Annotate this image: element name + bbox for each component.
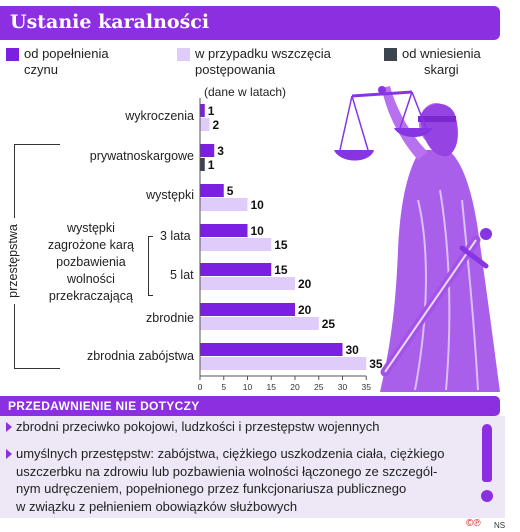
bar-2-series-3 [200, 158, 205, 171]
legend-item-complaint: od wniesienia skargi [384, 46, 481, 78]
panel-header: PRZEDAWNIENIE NIE DOTYCZY [0, 396, 500, 416]
category-label-wystepki-zagrozone: występki zagrożone karą pozbawienia woln… [48, 220, 134, 305]
panel-item-1: zbrodni przeciwko pokojowi, ludzkości i … [16, 418, 379, 436]
bar-value-label: 15 [274, 238, 288, 252]
x-tick-label: 5 [221, 382, 226, 392]
page-title: Ustanie karalności [10, 11, 210, 33]
bullet-arrow-icon [6, 422, 12, 432]
bar-value-label: 2 [213, 118, 220, 132]
bar-value-label: 25 [322, 317, 336, 331]
bar-4-series-1 [200, 224, 248, 237]
bar-6-series-1 [200, 303, 295, 316]
bar-5-series-2 [200, 277, 295, 290]
bar-1-series-2 [200, 118, 210, 131]
bar-value-label: 1 [208, 104, 215, 118]
bar-5-series-1 [200, 263, 272, 276]
legend-item-proceedings: w przypadku wszczęcia postępowania [177, 46, 331, 78]
sub-label-5-lat: 5 lat [170, 268, 194, 282]
panel-item-line: w związku z pełnieniem obowiązków służbo… [16, 498, 298, 514]
bar-value-label: 15 [274, 263, 288, 277]
category-label-zbrodnie: zbrodnie [146, 311, 194, 325]
x-tick-label: 20 [290, 382, 300, 392]
category-label-wystepki: występki [146, 188, 194, 202]
legend-label-line: postępowania [195, 62, 276, 77]
bar-value-label: 35 [369, 357, 383, 371]
exclamation-icon-bar [482, 424, 492, 482]
x-tick-label: 15 [267, 382, 277, 392]
panel-item-line: nym udręczeniem, popełnionego przez funk… [16, 481, 407, 496]
bracket-top-line [14, 144, 60, 145]
bar-value-label: 10 [251, 198, 265, 212]
legend-item-committed: od popełnienia czynu [6, 46, 109, 78]
legend-swatch-proceedings [177, 48, 190, 61]
category-label-zbrodnia-zabojstwa: zbrodnia zabójstwa [86, 349, 194, 363]
legend-swatch-committed [6, 48, 19, 61]
category-label-line: zagrożone karą [47, 238, 134, 252]
justice-statue-illustration [334, 86, 500, 392]
category-label-prywatnoskargowe: prywatnoskargowe [89, 149, 194, 163]
panel-title: PRZEDAWNIENIE NIE DOTYCZY [8, 399, 200, 413]
bar-1-series-1 [200, 104, 205, 117]
credit-agency: NS [494, 521, 506, 530]
x-tick-label: 35 [362, 382, 372, 392]
bar-7-series-2 [200, 357, 367, 370]
category-label-line: pozbawienia [56, 255, 126, 269]
title-bar: Ustanie karalności [0, 6, 500, 40]
bar-7-series-1 [200, 343, 343, 356]
x-tick-label: 0 [198, 382, 203, 392]
category-label-line: wolności [66, 272, 115, 286]
exclamation-icon-dot [481, 490, 493, 502]
sub-bracket [148, 236, 153, 296]
category-label-wykroczenia: wykroczenia [125, 109, 194, 123]
panel-item-line: uszczerbku na zdrowiu lub pozbawienia wo… [16, 463, 438, 479]
bar-value-label: 20 [298, 277, 312, 291]
sub-label-3-lata: 3 lata [160, 229, 191, 243]
legend-label-line: skargi [424, 62, 459, 77]
bar-6-series-2 [200, 317, 319, 330]
bar-4-series-2 [200, 238, 272, 251]
x-tick-label: 30 [338, 382, 348, 392]
category-label-line: przekraczającą [48, 289, 133, 303]
bar-value-label: 20 [298, 303, 312, 317]
x-tick-label: 25 [314, 382, 324, 392]
x-tick-label: 10 [243, 382, 253, 392]
panel-item-2: umyślnych przestępstw: zabójstwa, ciężki… [16, 445, 478, 515]
legend-swatch-complaint [384, 48, 397, 61]
bar-value-label: 5 [227, 184, 234, 198]
panel-body: zbrodni przeciwko pokojowi, ludzkości i … [0, 416, 505, 518]
bullet-arrow-icon [6, 449, 12, 459]
bar-value-label: 1 [208, 158, 215, 172]
panel-item-line: zbrodni przeciwko pokojowi, ludzkości i … [16, 419, 380, 434]
panel-item-line: umyślnych przestępstw: zabójstwa, ciężki… [16, 446, 445, 461]
unit-note: (dane w latach) [204, 85, 287, 99]
legend-label-line: od popełnienia [24, 46, 109, 61]
bars-group [200, 104, 367, 370]
credit-symbol: ©℗ [466, 518, 481, 529]
x-axis: 0 5 10 15 20 25 30 35 [198, 98, 372, 392]
legend-label-line: od wniesienia [402, 46, 481, 61]
bar-value-label: 30 [346, 343, 360, 357]
category-label-line: występki [66, 221, 115, 235]
bar-2-series-1 [200, 144, 215, 157]
bar-value-label: 10 [251, 224, 265, 238]
bar-value-label: 3 [217, 144, 224, 158]
bracket-bottom-line [14, 368, 60, 369]
legend-label-line: w przypadku wszczęcia [195, 46, 331, 61]
bar-3-series-2 [200, 198, 248, 211]
legend-label-line: czynu [24, 62, 58, 77]
bar-3-series-1 [200, 184, 224, 197]
